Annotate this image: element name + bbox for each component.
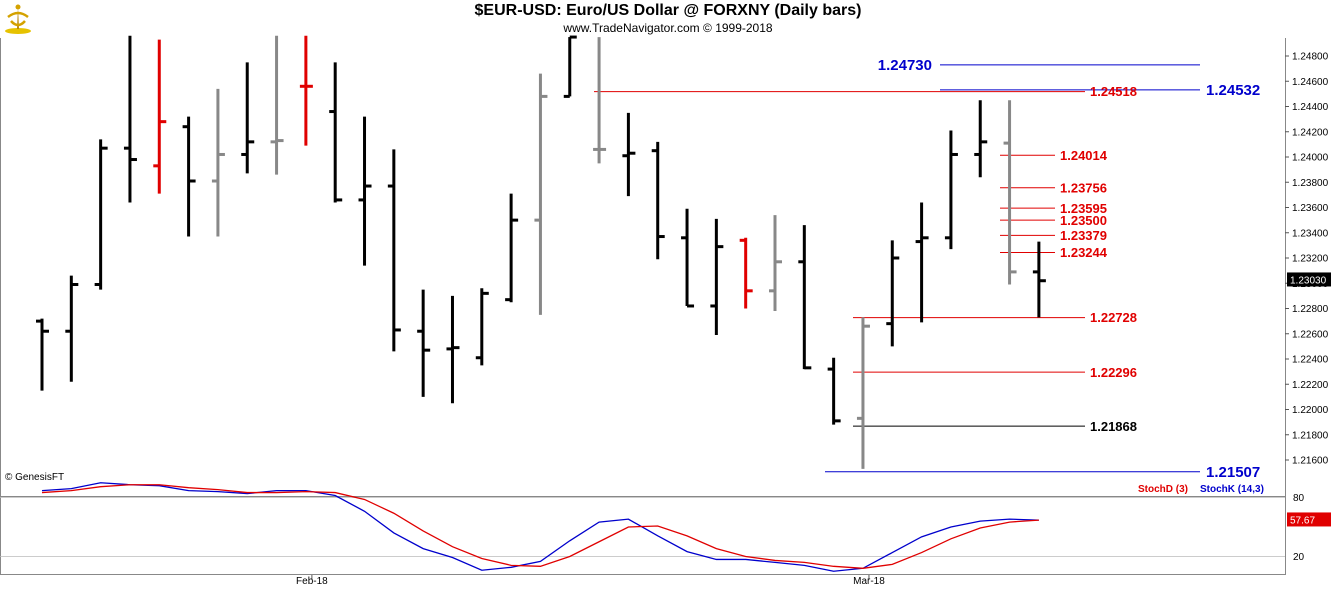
- ohlc-bar: [856, 317, 870, 469]
- price-tick-label: 1.21600: [1292, 456, 1329, 467]
- ohlc-bar: [827, 357, 841, 425]
- stoch-k-line: [41, 482, 1039, 572]
- ohlc-bar: [153, 39, 167, 194]
- level-label: 1.24532: [1206, 82, 1260, 99]
- stoch-d-line: [41, 484, 1039, 569]
- price-tick-label: 1.24600: [1292, 77, 1329, 88]
- level-label: 1.22728: [1090, 310, 1137, 325]
- ohlc-bar: [446, 295, 460, 404]
- level-label: 1.22296: [1090, 365, 1137, 380]
- time-tick-label: Mar-18: [853, 576, 885, 587]
- copyright-label: © GenesisFT: [5, 472, 64, 483]
- stoch-last-value-box: [1287, 512, 1331, 527]
- ohlc-bar: [505, 193, 519, 303]
- stoch-tick-label: 20: [1293, 552, 1305, 563]
- ohlc-bar: [36, 318, 49, 391]
- time-tick-label: Feb-18: [296, 576, 328, 587]
- stoch-last-value: 57.67: [1290, 515, 1315, 526]
- price-tick-label: 1.24000: [1292, 153, 1329, 164]
- ohlc-bar: [182, 116, 196, 237]
- ohlc-bar: [387, 149, 401, 352]
- stoch-d-legend: StochD (3): [1138, 484, 1188, 495]
- price-tick-label: 1.22000: [1292, 405, 1329, 416]
- ohlc-bar: [798, 225, 812, 370]
- price-tick-label: 1.22400: [1292, 355, 1329, 366]
- ohlc-bars: [36, 35, 1046, 469]
- ohlc-bar: [651, 141, 665, 260]
- last-price-box: [1287, 272, 1331, 287]
- ohlc-bar: [123, 35, 137, 203]
- price-tick-label: 1.24200: [1292, 127, 1329, 138]
- ohlc-bar: [593, 37, 607, 164]
- price-tick-label: 1.23400: [1292, 228, 1329, 239]
- price-tick-label: 1.23600: [1292, 203, 1329, 214]
- price-tick-label: 1.24800: [1292, 52, 1329, 63]
- ohlc-bar: [1032, 241, 1046, 318]
- level-label: 1.23244: [1060, 245, 1108, 260]
- ohlc-bar: [622, 112, 636, 197]
- chart-subtitle: www.TradeNavigator.com © 1999-2018: [563, 21, 773, 35]
- ohlc-bar: [915, 202, 929, 323]
- chart-header: $EUR-USD: Euro/US Dollar @ FORXNY (Daily…: [0, 0, 1336, 38]
- price-tick-label: 1.24400: [1292, 102, 1329, 113]
- chart-title: $EUR-USD: Euro/US Dollar @ FORXNY (Daily…: [474, 2, 862, 19]
- level-label: 1.23500: [1060, 213, 1107, 228]
- ohlc-bar: [65, 275, 79, 382]
- level-label: 1.21868: [1090, 419, 1137, 434]
- ohlc-bar: [681, 208, 695, 308]
- ohlc-bar: [417, 289, 431, 397]
- level-label: 1.24518: [1090, 84, 1137, 99]
- price-tick-label: 1.23200: [1292, 254, 1329, 265]
- ohlc-bar: [534, 73, 548, 315]
- price-tick-label: 1.23800: [1292, 178, 1329, 189]
- ohlc-bar: [329, 62, 343, 203]
- level-label: 1.21507: [1206, 464, 1260, 481]
- price-tick-label: 1.21800: [1292, 430, 1329, 441]
- ohlc-bar: [211, 88, 225, 237]
- trade-navigator-logo: [3, 3, 33, 35]
- price-tick-label: 1.22600: [1292, 329, 1329, 340]
- ohlc-bar: [94, 139, 108, 290]
- stochastic-pane: 80 20 57.67: [41, 482, 1331, 572]
- ohlc-bar: [241, 62, 255, 174]
- ohlc-bar: [944, 130, 958, 250]
- ohlc-bar: [1003, 100, 1017, 285]
- time-axis: Feb-18 Mar-18: [296, 575, 885, 587]
- plot-area: [0, 38, 1285, 575]
- ohlc-bar: [299, 35, 313, 146]
- ohlc-bar: [974, 100, 988, 178]
- stoch-k-legend: StochK (14,3): [1200, 484, 1264, 495]
- ohlc-bar: [475, 288, 489, 366]
- level-label: 1.23756: [1060, 180, 1107, 195]
- ohlc-bar: [886, 240, 900, 347]
- level-label: 1.24730: [878, 57, 932, 74]
- stoch-legend: StochD (3) StochK (14,3): [1138, 484, 1264, 495]
- level-label: 1.23379: [1060, 228, 1107, 243]
- price-axis: 1.24800 1.24600 1.24400 1.24200 1.24000 1.238…: [1285, 52, 1329, 467]
- last-price-marker: 1.23030: [1287, 272, 1331, 287]
- ohlc-bar: [563, 35, 577, 98]
- level-label: 1.23595: [1060, 201, 1107, 216]
- ohlc-bar: [270, 35, 284, 175]
- stoch-tick-label: 80: [1293, 493, 1305, 504]
- ohlc-bar: [710, 218, 724, 336]
- ohlc-bar: [769, 215, 782, 312]
- level-label: 1.24014: [1060, 148, 1108, 163]
- price-tick-label: 1.22200: [1292, 380, 1329, 391]
- last-price-label: 1.23030: [1290, 275, 1327, 286]
- price-tick-label: 1.22800: [1292, 304, 1329, 315]
- ohlc-bar: [739, 237, 753, 309]
- ohlc-bar: [358, 116, 372, 266]
- fibonacci-levels: 1.24730 1.24532 1.24518 1.24014 1.23756 1.235…: [594, 57, 1260, 481]
